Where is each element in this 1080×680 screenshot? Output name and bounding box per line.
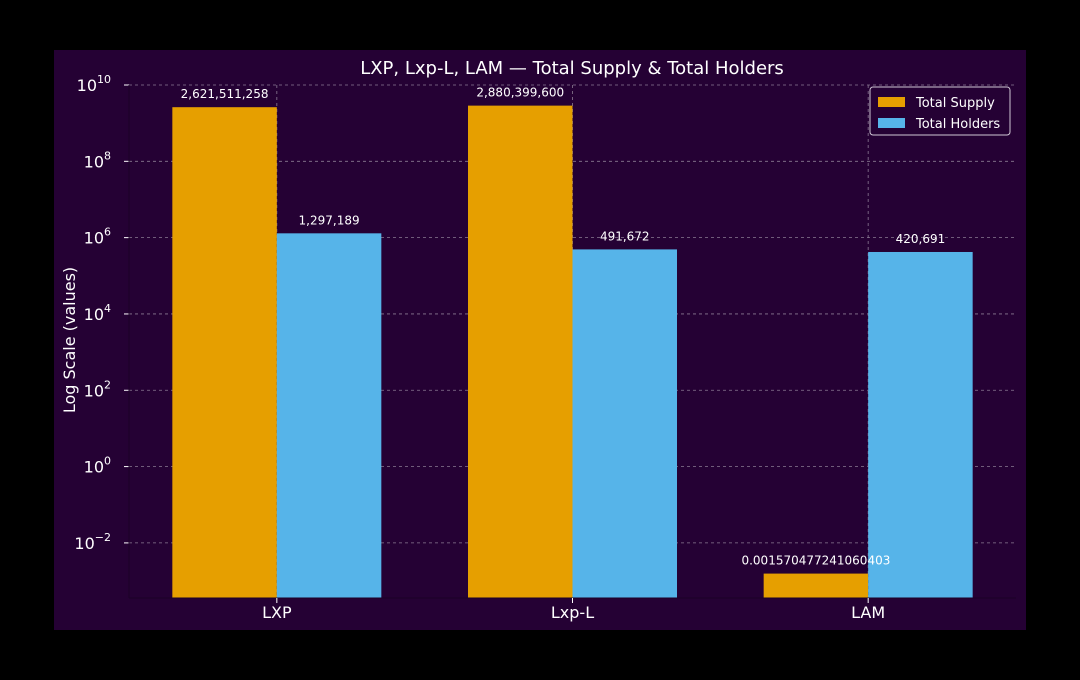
bars-layer: [172, 105, 973, 599]
x-tick-label: LAM: [851, 603, 885, 622]
bar-value-label: 1,297,189: [299, 213, 360, 227]
y-tick-base: 10: [84, 381, 104, 400]
bar-value-label: 2,621,511,258: [181, 87, 269, 101]
y-tick-base: 10: [84, 152, 104, 171]
bar-total-holders-lxp: [276, 233, 382, 599]
y-tick-base: 10: [84, 305, 104, 324]
legend-swatch: [878, 97, 905, 107]
legend-swatch: [878, 118, 905, 128]
y-tick-label: 108: [84, 149, 111, 171]
chart-title: LXP, Lxp-L, LAM — Total Supply & Total H…: [360, 58, 784, 79]
bar-total-holders-lam: [868, 251, 973, 598]
y-tick-exponent: 8: [104, 149, 111, 162]
y-tick-label: 106: [84, 226, 111, 248]
bar-total-supply-lxp: [172, 107, 277, 599]
x-tick-label: Lxp-L: [551, 603, 594, 622]
bar-total-supply-lam: [763, 573, 869, 598]
axes-layer: [124, 84, 1016, 603]
y-tick-base: 10: [84, 458, 104, 477]
y-tick-label: 1010: [77, 73, 111, 95]
bar-value-label: 0.001570477241060403: [741, 554, 890, 568]
y-tick-label: 104: [84, 302, 111, 324]
y-tick-base: 10: [74, 534, 94, 553]
legend: Total Supply Total Holders: [869, 86, 1011, 136]
legend-label: Total Supply: [915, 96, 995, 111]
y-tick-label: 100: [84, 455, 111, 477]
bar-total-supply-lxp-l: [468, 105, 573, 598]
x-tick-label: LXP: [262, 603, 292, 622]
legend-label: Total Holders: [915, 117, 1000, 132]
bar-total-holders-lxp-l: [572, 249, 677, 598]
y-tick-base: 10: [84, 229, 104, 248]
bar-value-label: 420,691: [896, 232, 946, 246]
y-tick-exponent: 2: [104, 378, 111, 391]
y-tick-label: 10−2: [74, 531, 111, 553]
chart-figure: 1010 108 106 104 102 100 10−2 2,621,511,258 2,88…: [54, 50, 1026, 630]
y-axis-label: Log Scale (values): [60, 267, 79, 413]
y-tick-exponent: 10: [97, 73, 111, 86]
bar-value-label: 491,672: [600, 229, 650, 243]
y-tick-exponent: 0: [104, 455, 111, 468]
y-tick-exponent: −2: [95, 531, 111, 544]
bar-value-label: 2,880,399,600: [476, 86, 564, 100]
y-tick-label: 102: [84, 378, 111, 400]
y-tick-exponent: 6: [104, 226, 111, 239]
y-tick-exponent: 4: [104, 302, 111, 315]
y-tick-base: 10: [77, 76, 97, 95]
